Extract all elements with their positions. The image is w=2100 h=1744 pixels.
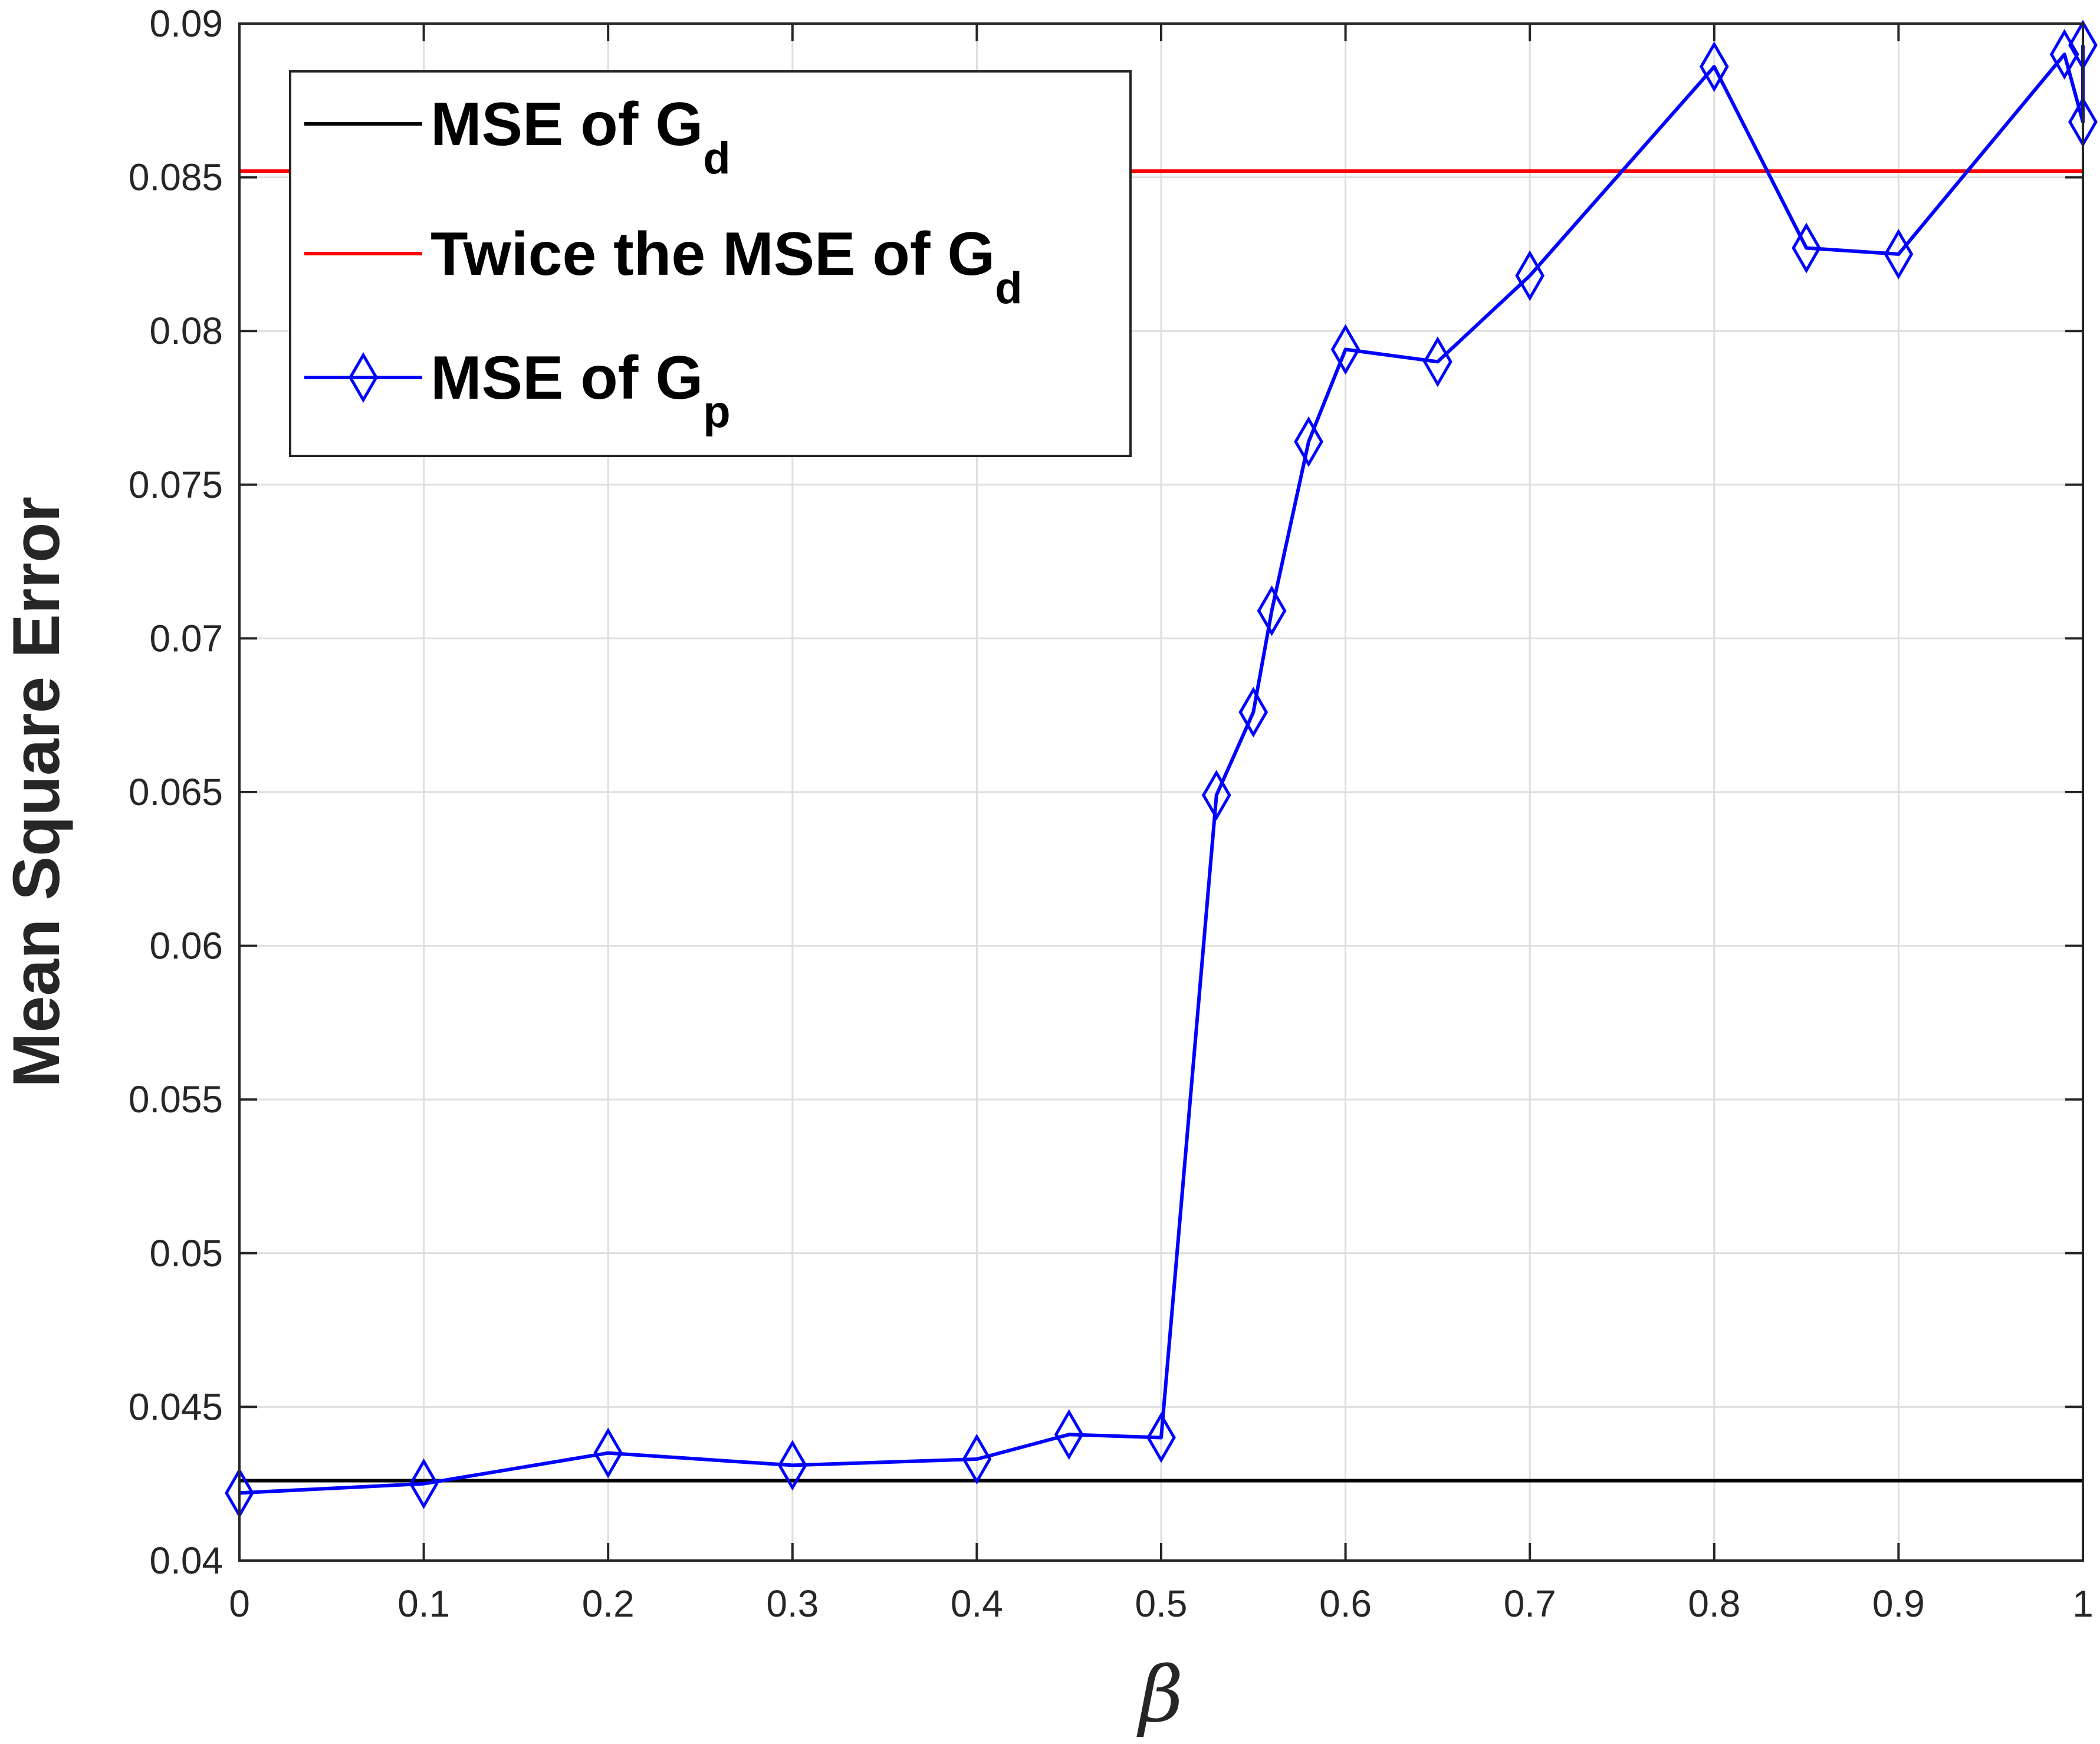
diamond-marker	[593, 1427, 623, 1479]
diamond-marker	[1054, 1409, 1084, 1460]
diamond-marker	[1257, 585, 1287, 636]
x-tick-label: 0.8	[1688, 1582, 1740, 1625]
y-tick-label: 0.045	[129, 1385, 223, 1428]
legend-label-main: MSE of G	[430, 344, 703, 412]
legend-label-main: MSE of G	[430, 90, 703, 159]
series-line	[239, 45, 2085, 1495]
diamond-marker	[1699, 41, 1729, 92]
legend-label-subscript: p	[703, 387, 730, 437]
x-tick-label: 0.5	[1135, 1582, 1188, 1625]
legend-label: MSE of Gd	[430, 90, 731, 183]
diamond-marker	[1792, 222, 1821, 274]
legend-label-main: Twice the MSE of G	[430, 220, 995, 288]
x-tick-label: 0.6	[1319, 1582, 1372, 1625]
diamond-marker	[1515, 250, 1545, 301]
y-tick-label: 0.05	[149, 1232, 223, 1275]
x-tick-label: 0	[229, 1582, 250, 1625]
y-tick-label: 0.08	[149, 310, 223, 352]
diamond-marker	[1423, 336, 1452, 387]
diamond-marker	[2049, 29, 2079, 80]
diamond-marker	[1238, 687, 1268, 738]
diamond-marker	[777, 1440, 807, 1491]
diamond-marker	[1146, 1412, 1176, 1463]
x-tick-label: 0.4	[951, 1582, 1003, 1625]
y-tick-label: 0.075	[129, 464, 223, 506]
legend-label: Twice the MSE of Gd	[430, 220, 1023, 313]
y-tick-label: 0.055	[129, 1078, 223, 1121]
diamond-marker	[1294, 416, 1323, 467]
diamond-marker	[1201, 770, 1231, 821]
legend-item-1: MSE of Gd	[304, 90, 731, 183]
diamond-marker	[962, 1434, 992, 1484]
x-tick-label: 0.1	[397, 1582, 450, 1625]
x-tick-label: 0.2	[582, 1582, 635, 1625]
diamond-marker	[1884, 228, 1914, 280]
legend-item-2: Twice the MSE of Gd	[304, 220, 1023, 313]
legend-box	[289, 70, 1132, 457]
x-axis-label: β	[1136, 1650, 1183, 1739]
y-tick-label: 0.065	[129, 771, 223, 813]
y-tick-label: 0.04	[149, 1539, 223, 1582]
y-axis-label: Mean Square Error	[0, 497, 73, 1088]
diamond-marker	[349, 352, 378, 403]
legend-label-subscript: d	[703, 133, 730, 183]
x-tick-label: 1	[2072, 1582, 2094, 1625]
y-tick-label: 0.085	[129, 156, 223, 199]
y-tick-label: 0.09	[149, 2, 223, 45]
series-3	[225, 19, 2098, 1519]
diamond-marker	[409, 1458, 439, 1509]
x-axis-ticks: 0 0.1 0.2 0.3 0.4 0.5 0.6 0.7 0.8 0.9 1	[229, 24, 2094, 1625]
diamond-marker	[1330, 324, 1360, 375]
legend-label: MSE of Gp	[430, 344, 731, 437]
legend-label-subscript: d	[995, 263, 1022, 313]
legend-item-3: MSE of Gp	[304, 344, 731, 437]
x-tick-label: 0.7	[1504, 1582, 1556, 1625]
x-tick-label: 0.3	[766, 1582, 819, 1625]
y-tick-label: 0.06	[149, 925, 223, 967]
x-tick-label: 0.9	[1872, 1582, 1925, 1625]
y-tick-label: 0.07	[149, 617, 223, 659]
y-axis-ticks: 0.04 0.045 0.05 0.055 0.06 0.065 0.07 0.075 0.08…	[129, 2, 2083, 1582]
